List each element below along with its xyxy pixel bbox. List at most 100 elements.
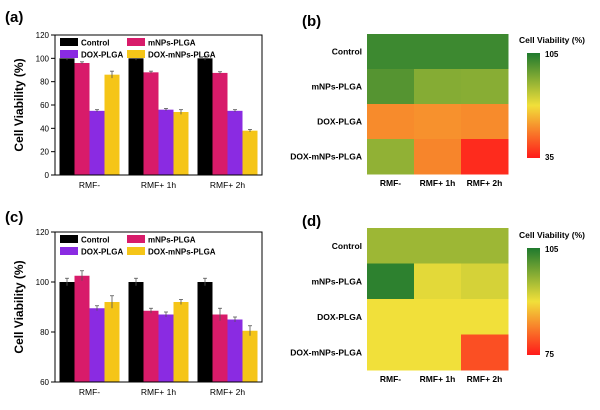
column-label: RMF+ 1h	[420, 374, 456, 384]
heatmap-cell-dox-plga-rmf-1h	[414, 104, 462, 140]
colorbar-tick-min: 75	[545, 350, 554, 359]
legend-swatch-control	[60, 235, 78, 243]
bar-dox-plga-rmf	[89, 308, 105, 382]
heatmap-cell-mnps-plga-rmf-2h	[461, 263, 509, 300]
y-axis-label: Cell Viability (%)	[12, 58, 26, 151]
legend-label-dox-mnps-plga: DOX-mNPs-PLGA	[148, 248, 216, 257]
row-label: Control	[332, 241, 362, 251]
legend-swatch-mnps-plga	[127, 235, 145, 243]
x-tick-label: RMF+ 2h	[210, 387, 245, 397]
bar-control-rmf-1h	[128, 282, 144, 382]
row-label: DOX-mNPs-PLGA	[290, 347, 362, 357]
colorbar-label: Cell Viability (%)	[519, 35, 585, 45]
legend-swatch-dox-mnps-plga	[127, 50, 145, 58]
row-label: mNPs-PLGA	[311, 82, 362, 92]
heatmap-cell-mnps-plga-rmf	[367, 263, 415, 300]
bar-control-rmf	[59, 282, 75, 382]
y-tick-label: 80	[40, 328, 49, 337]
y-tick-label: 60	[40, 378, 49, 387]
x-tick-label: RMF+ 2h	[210, 180, 245, 190]
y-tick-label: 100	[36, 54, 50, 63]
colorbar-tick-min: 35	[545, 153, 554, 162]
legend-swatch-control	[60, 38, 78, 46]
bar-dox-plga-rmf-1h	[158, 314, 174, 382]
colorbar	[527, 53, 540, 158]
legend-label-control: Control	[81, 236, 109, 245]
heatmap-cell-dox-plga-rmf	[367, 104, 415, 140]
column-label: RMF-	[380, 374, 401, 384]
legend-swatch-dox-plga	[60, 247, 78, 255]
y-tick-label: 60	[40, 101, 49, 110]
heatmap-cell-control-rmf-2h	[461, 228, 509, 264]
heatmap-cell-control-rmf	[367, 228, 415, 264]
y-tick-label: 20	[40, 148, 49, 157]
panel-label: (c)	[5, 209, 23, 226]
bar-dox-mnps-plga-rmf-2h	[242, 330, 258, 382]
heatmap-cell-dox-mnps-plga-rmf-2h	[461, 139, 509, 175]
colorbar-tick-max: 105	[545, 245, 559, 254]
plot-frame	[54, 34, 263, 176]
colorbar-tick-max: 105	[545, 50, 559, 59]
x-tick-label: RMF+ 1h	[141, 180, 176, 190]
heatmap-cell-control-rmf-1h	[414, 228, 462, 264]
legend-label-control: Control	[81, 39, 109, 48]
legend-label-dox-plga: DOX-PLGA	[81, 248, 123, 257]
column-label: RMF+ 1h	[420, 178, 456, 188]
bar-control-rmf	[59, 58, 75, 176]
heatmap-cell-dox-mnps-plga-rmf-1h	[414, 139, 462, 175]
heatmap-cell-mnps-plga-rmf-1h	[414, 69, 462, 105]
colorbar	[527, 248, 540, 355]
y-tick-label: 120	[36, 228, 50, 237]
bar-dox-plga-rmf-1h	[158, 109, 174, 175]
heatmap-cell-dox-plga-rmf-1h	[414, 299, 462, 335]
row-label: DOX-PLGA	[317, 312, 362, 322]
bar-dox-mnps-plga-rmf	[104, 74, 120, 175]
heatmap-cell-dox-mnps-plga-rmf	[367, 139, 415, 175]
row-label: Control	[332, 47, 362, 57]
column-label: RMF+ 2h	[467, 374, 503, 384]
panel-label: (d)	[302, 213, 321, 230]
y-tick-label: 120	[36, 31, 50, 40]
x-tick-label: RMF-	[79, 387, 100, 397]
bar-dox-plga-rmf	[89, 110, 105, 175]
legend-label-mnps-plga: mNPs-PLGA	[148, 39, 196, 48]
y-tick-label: 100	[36, 278, 50, 287]
row-label: DOX-PLGA	[317, 117, 362, 127]
bar-mnps-plga-rmf	[74, 275, 90, 382]
column-label: RMF-	[380, 178, 401, 188]
column-label: RMF+ 2h	[467, 178, 503, 188]
y-tick-label: 0	[45, 171, 50, 180]
legend-swatch-mnps-plga	[127, 38, 145, 46]
heatmap-cell-control-rmf-1h	[414, 34, 462, 70]
heatmap-cell-control-rmf-2h	[461, 34, 509, 70]
bar-control-rmf-1h	[128, 58, 144, 176]
panel-a-bar-chart: (a) Cell Viability (%) 0 20 40 60 80 100 120 RMF-…	[5, 9, 263, 190]
bar-control-rmf-2h	[197, 58, 213, 176]
bar-mnps-plga-rmf-1h	[143, 72, 159, 175]
legend-label-dox-mnps-plga: DOX-mNPs-PLGA	[148, 51, 216, 60]
plot-frame	[54, 231, 263, 383]
bar-mnps-plga-rmf-1h	[143, 310, 159, 382]
y-tick-label: 40	[40, 124, 49, 133]
heatmap-cell-dox-plga-rmf-2h	[461, 104, 509, 140]
row-label: DOX-mNPs-PLGA	[290, 152, 362, 162]
row-label: mNPs-PLGA	[311, 276, 362, 286]
panel-label: (b)	[302, 13, 321, 30]
bar-control-rmf-2h	[197, 282, 213, 382]
heatmap-cell-mnps-plga-rmf-2h	[461, 69, 509, 105]
heatmap-cell-mnps-plga-rmf	[367, 69, 415, 105]
panel-label: (a)	[5, 9, 23, 26]
bar-dox-plga-rmf-2h	[227, 319, 243, 382]
y-tick-label: 80	[40, 78, 49, 87]
y-axis-label: Cell Viability (%)	[12, 260, 26, 353]
bar-dox-mnps-plga-rmf	[104, 302, 120, 382]
bar-mnps-plga-rmf-2h	[212, 314, 228, 382]
heatmap-cell-dox-mnps-plga-rmf-2h	[461, 334, 509, 371]
bar-dox-mnps-plga-rmf-1h	[173, 302, 189, 382]
panel-b-heatmap: (b) Control mNPs-PLGA DOX-PLGA DOX-mNPs-PLGA…	[290, 13, 585, 188]
colorbar-label: Cell Viability (%)	[519, 230, 585, 240]
legend-label-mnps-plga: mNPs-PLGA	[148, 236, 196, 245]
x-tick-label: RMF+ 1h	[141, 387, 176, 397]
heatmap-cell-mnps-plga-rmf-1h	[414, 263, 462, 300]
panel-d-heatmap: (d) Control mNPs-PLGA DOX-PLGA DOX-mNPs-PLGA…	[290, 213, 585, 384]
